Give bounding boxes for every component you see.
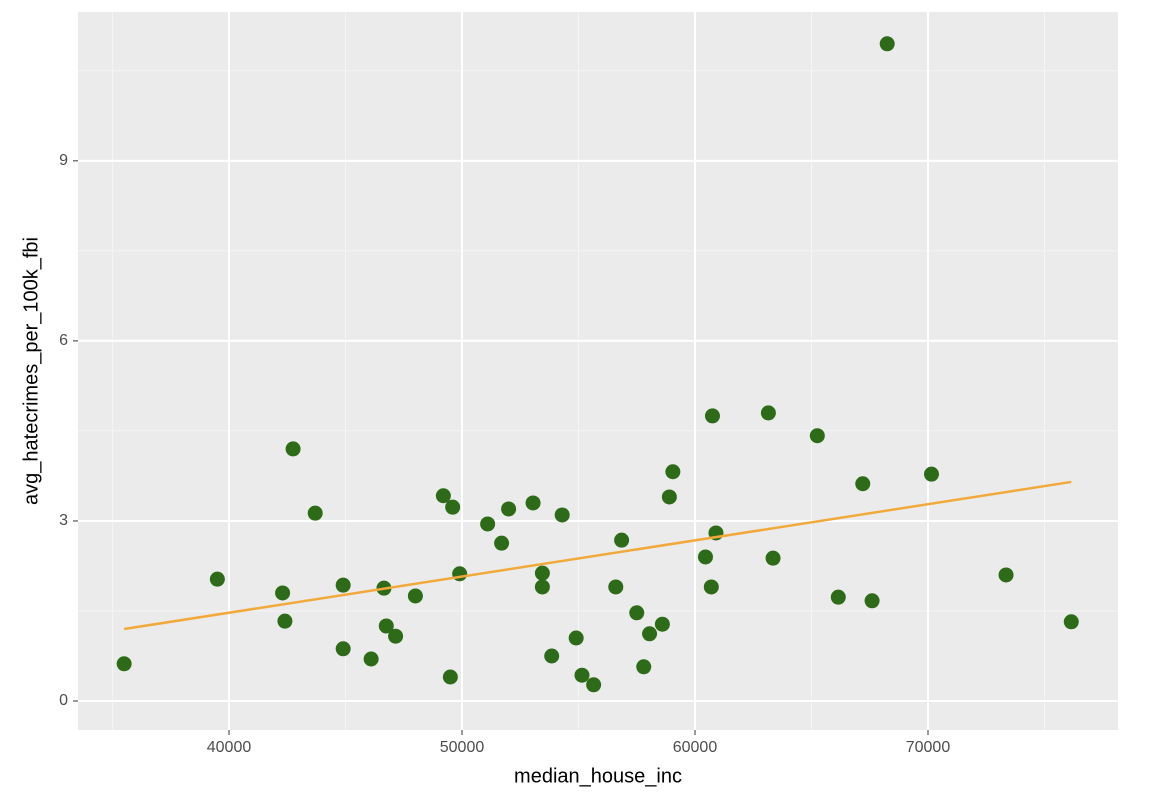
plot-panel [78,12,1118,730]
point [568,630,584,646]
y-tick-label: 3 [59,512,68,529]
point [855,476,871,492]
point [335,641,351,657]
point [388,628,404,644]
point [704,408,720,424]
point [554,507,570,523]
point [661,489,677,505]
point [879,36,895,52]
point [703,579,719,595]
point [923,466,939,482]
point [501,501,517,517]
point [864,593,880,609]
y-axis-title: avg_hatecrimes_per_100k_fbi [20,237,42,505]
point [452,566,468,582]
point [1063,614,1079,630]
point [665,464,681,480]
point [586,677,602,693]
point [534,565,550,581]
point [998,567,1014,583]
point [830,589,846,605]
point [445,499,461,515]
point [534,579,550,595]
point [275,585,291,601]
point [636,659,652,675]
x-tick-label: 70000 [906,739,951,756]
x-tick-label: 40000 [207,739,252,756]
trend-line [123,480,1072,631]
point [435,488,451,504]
point [378,618,394,634]
y-tick-label: 9 [59,152,68,169]
point [494,535,510,551]
point [697,549,713,565]
point [629,605,645,621]
point [285,441,301,457]
point [277,613,293,629]
point [525,495,541,511]
point [407,588,423,604]
point [760,405,776,421]
point [116,656,132,672]
y-tick-label: 6 [59,332,68,349]
point [442,669,458,685]
x-axis-title: median_house_inc [514,765,682,787]
point [809,428,825,444]
point [608,579,624,595]
point [574,667,590,683]
point [544,648,560,664]
point [765,550,781,566]
point [614,532,630,548]
point [209,571,225,587]
point [654,616,670,632]
point [307,505,323,521]
x-tick-label: 60000 [673,739,718,756]
point [335,577,351,593]
y-tick-label: 0 [59,692,68,709]
point [480,516,496,532]
point [363,651,379,667]
point [642,626,658,642]
x-tick-label: 50000 [440,739,485,756]
